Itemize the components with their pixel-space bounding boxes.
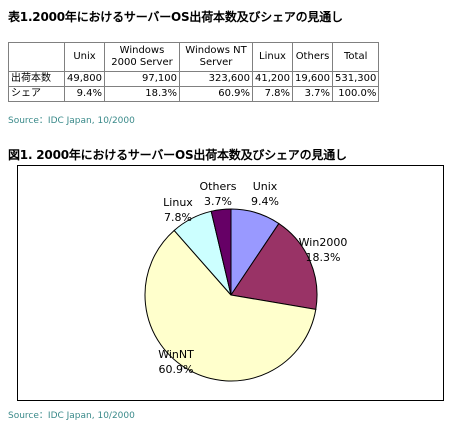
- pie-label-others: Others: [200, 180, 237, 193]
- header-windows-2000-server: Windows 2000 Server: [104, 42, 180, 72]
- pie-chart: Unix 9.4% Win2000 18.3% WinNT 60.9% Linux 7.8% O…: [144, 180, 348, 382]
- cell-shipments-win2000: 97,100: [104, 71, 180, 87]
- table-corner-cell: [8, 42, 65, 72]
- cell-share-unix: 9.4%: [64, 86, 105, 102]
- chart-source-note: Source：IDC Japan, 10/2000: [8, 411, 135, 421]
- figure-title: 図1. 2000年におけるサーバーOS出荷本数及びシェアの見通し: [8, 148, 347, 162]
- cell-shipments-total: 531,300: [331, 71, 380, 87]
- pie-label-winnt: WinNT: [158, 348, 194, 361]
- pie-value-label-win2000: 18.3%: [306, 251, 341, 264]
- pie-label-win2000: Win2000: [299, 236, 348, 249]
- pie-value-label-linux: 7.8%: [164, 211, 192, 224]
- row-label-share: シェア: [8, 86, 65, 102]
- pie-slice-winnt: [144, 229, 317, 382]
- header-unix: Unix: [64, 42, 105, 72]
- shipment-table: Unix Windows 2000 Server Windows NT Serv…: [8, 42, 380, 102]
- header-linux: Linux: [252, 42, 293, 72]
- cell-share-linux: 7.8%: [252, 86, 293, 102]
- header-total: Total: [331, 42, 380, 72]
- table-row-share: シェア 9.4% 18.3% 60.9% 7.8% 3.7% 100.0%: [8, 86, 380, 102]
- cell-shipments-winnt: 323,600: [179, 71, 253, 87]
- table-row-shipments: 出荷本数 49,800 97,100 323,600 41,200 19,600…: [8, 71, 380, 87]
- header-windows-nt-server: Windows NT Server: [179, 42, 253, 72]
- pie-slice-win2000: [230, 222, 318, 310]
- cell-share-win2000: 18.3%: [104, 86, 180, 102]
- table-title: 表1.2000年におけるサーバーOS出荷本数及びシェアの見通し: [8, 10, 343, 24]
- pie-label-unix: Unix: [253, 180, 278, 193]
- pie-value-label-winnt: 60.9%: [159, 363, 194, 376]
- cell-share-total: 100.0%: [331, 86, 380, 102]
- pie-value-label-others: 3.7%: [204, 195, 232, 208]
- row-label-shipments: 出荷本数: [8, 71, 65, 87]
- cell-shipments-others: 19,600: [292, 71, 333, 87]
- table-header-row: Unix Windows 2000 Server Windows NT Serv…: [8, 42, 380, 72]
- pie-value-label-unix: 9.4%: [251, 195, 279, 208]
- cell-share-others: 3.7%: [292, 86, 333, 102]
- cell-share-winnt: 60.9%: [179, 86, 253, 102]
- cell-shipments-unix: 49,800: [64, 71, 105, 87]
- pie-label-linux: Linux: [163, 196, 193, 209]
- table-source-note: Source：IDC Japan, 10/2000: [8, 116, 135, 126]
- pie-slice-others: [210, 208, 232, 296]
- cell-shipments-linux: 41,200: [252, 71, 293, 87]
- header-others: Others: [292, 42, 333, 72]
- chart-frame: Unix 9.4% Win2000 18.3% WinNT 60.9% Linux 7.8% O…: [17, 165, 444, 401]
